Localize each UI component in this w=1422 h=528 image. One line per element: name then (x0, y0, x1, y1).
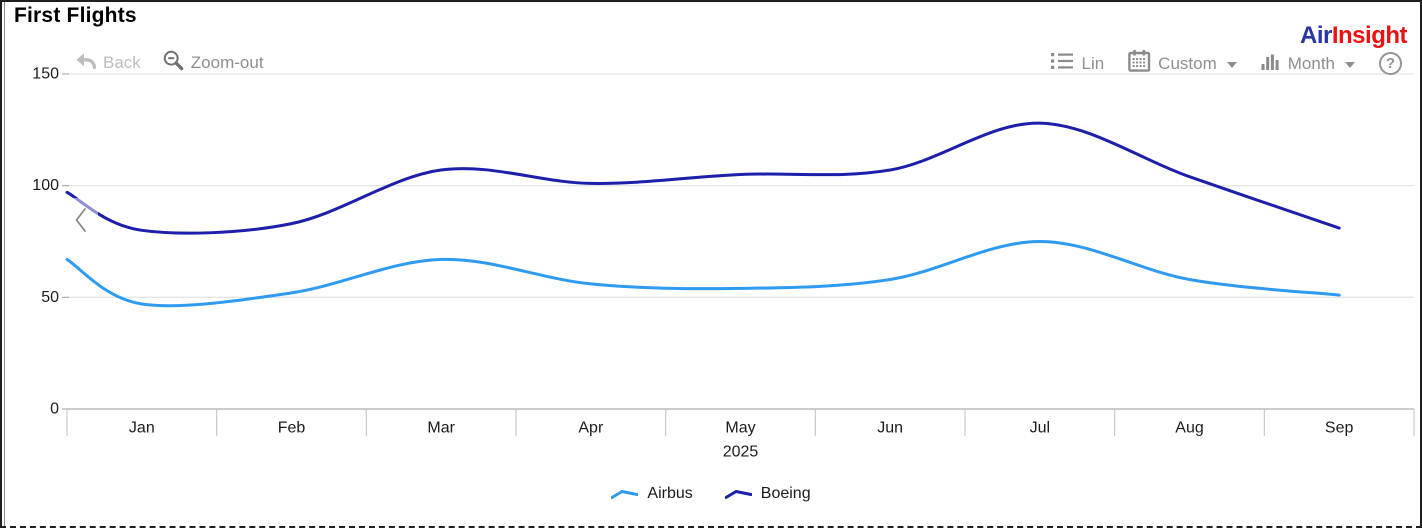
custom-label: Custom (1158, 53, 1217, 73)
legend-label: Boeing (760, 485, 811, 502)
bar-columns-icon (1261, 52, 1281, 75)
help-button[interactable]: ? (1379, 52, 1402, 75)
question-mark-icon: ? (1385, 55, 1396, 72)
lin-scale-toggle[interactable]: Lin (1051, 52, 1104, 75)
legend-label: Airbus (647, 485, 693, 502)
logo-text-insight: Insight (1331, 22, 1408, 49)
svg-text:2025: 2025 (723, 444, 759, 461)
svg-text:100: 100 (32, 177, 59, 194)
back-button[interactable]: Back (74, 50, 141, 76)
chevron-down-icon (1345, 62, 1355, 68)
svg-text:Apr: Apr (578, 420, 604, 437)
chevron-down-icon (1226, 62, 1237, 68)
svg-text:Jun: Jun (877, 420, 903, 437)
toolbar-right: Lin Custom (1051, 50, 1402, 77)
svg-text:50: 50 (41, 289, 59, 306)
zoom-out-button[interactable]: Zoom-out (163, 50, 264, 76)
logo-text-air: Air (1300, 22, 1332, 49)
calendar-icon (1128, 50, 1151, 77)
month-granularity-dropdown[interactable]: Month (1261, 52, 1355, 75)
zoom-out-icon (163, 50, 184, 76)
svg-text:May: May (725, 420, 755, 437)
month-label: Month (1287, 53, 1335, 73)
chevron-left-icon (75, 208, 86, 232)
svg-text:Mar: Mar (427, 420, 455, 437)
zoom-out-label: Zoom-out (190, 53, 264, 72)
airinsight-logo: AirInsight (1300, 22, 1408, 50)
list-icon (1051, 52, 1074, 75)
svg-text:Sep: Sep (1325, 420, 1354, 437)
chart-legend: Airbus Boeing (2, 485, 1420, 503)
back-icon (74, 50, 97, 76)
back-label: Back (103, 53, 141, 72)
lin-label: Lin (1081, 53, 1105, 73)
svg-text:Aug: Aug (1175, 420, 1203, 437)
custom-range-dropdown[interactable]: Custom (1128, 50, 1237, 77)
legend-item-airbus[interactable]: Airbus (611, 485, 693, 503)
svg-text:150: 150 (32, 66, 59, 83)
svg-text:Feb: Feb (278, 420, 306, 437)
scroll-left-button[interactable] (74, 205, 92, 235)
line-chart-plot[interactable]: 0 50 100 150 Jan Feb Mar Apr May Jun Jul Aug Sep 2025 (2, 2, 1422, 472)
legend-item-boeing[interactable]: Boeing (724, 485, 811, 503)
airbus-line-swatch (611, 489, 639, 499)
svg-text:Jul: Jul (1030, 420, 1050, 437)
svg-text:0: 0 (50, 401, 59, 418)
toolbar-left: Back Zoom-out (74, 50, 264, 76)
page-title: First Flights (14, 4, 137, 27)
svg-text:Jan: Jan (129, 420, 155, 437)
boeing-line-swatch (724, 489, 752, 499)
